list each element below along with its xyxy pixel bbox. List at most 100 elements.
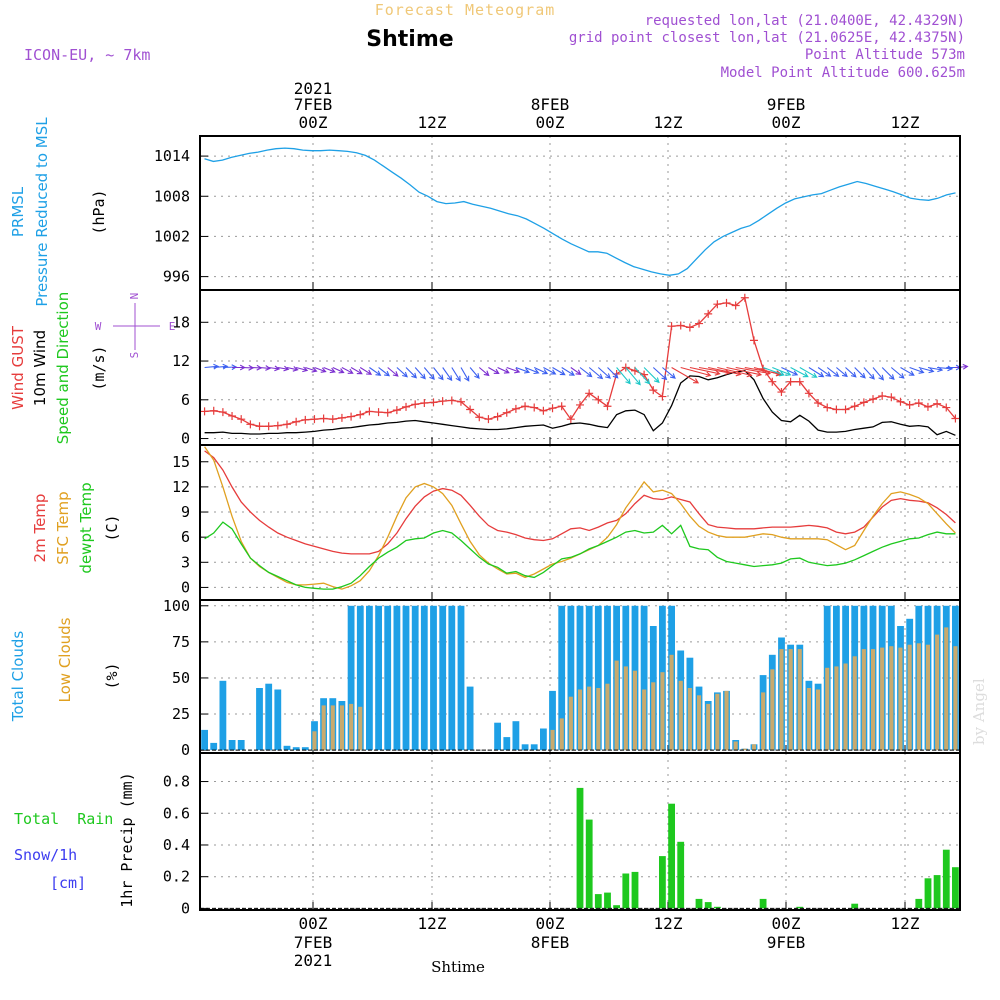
wind-arrow-72 xyxy=(863,367,875,380)
location-title: Shtime xyxy=(366,27,453,52)
ytick-label-2-2: 6 xyxy=(181,391,190,409)
gust-point-68 xyxy=(823,403,832,412)
ytick-label-4-4: 75 xyxy=(172,633,190,651)
wind-arrow-29 xyxy=(469,367,480,379)
panel-3: 0 3 6 9 12 15 xyxy=(172,444,961,601)
model-label: ICON-EU, ~ 7km xyxy=(24,46,150,64)
prmsl-unit: (hPa) xyxy=(90,189,108,234)
wind-arrow-9 xyxy=(286,366,299,372)
wind-arrow-15 xyxy=(341,367,354,374)
bar-low-clouds-68 xyxy=(825,667,830,751)
wind-arrow-35 xyxy=(524,366,540,375)
wind-arrow-70 xyxy=(845,367,857,378)
gust-point-60 xyxy=(749,336,758,345)
wind-arrow-61 xyxy=(762,366,785,377)
prmsl-sub-label: Pressure Reduced to MSL xyxy=(33,117,51,307)
bar-low-clouds-82 xyxy=(953,646,958,751)
gust-point-24 xyxy=(420,399,429,408)
gust-point-69 xyxy=(832,405,841,414)
bar-low-clouds-75 xyxy=(889,646,894,751)
bar-total-clouds-35 xyxy=(521,744,529,751)
bar-total-clouds-27 xyxy=(448,605,456,751)
gust-point-80 xyxy=(933,399,942,408)
gust-point-79 xyxy=(923,402,932,411)
gust-point-43 xyxy=(594,395,603,404)
gust-point-66 xyxy=(804,389,813,398)
wind-arrow-38 xyxy=(552,367,566,376)
gust-point-75 xyxy=(887,393,896,402)
bar-low-clouds-14 xyxy=(330,705,335,751)
bar-total-rain-54 xyxy=(695,898,703,909)
bar-low-clouds-51 xyxy=(669,654,674,751)
gust-point-17 xyxy=(356,410,365,419)
total-rain-label: Total Rain xyxy=(14,810,113,828)
series-line-prmsl xyxy=(204,147,956,276)
series-line-10m-wind xyxy=(204,370,956,436)
bottom-hour-tick-6: 12Z xyxy=(891,914,920,933)
forecast-title: Forecast Meteogram xyxy=(375,1,556,19)
bar-low-clouds-67 xyxy=(816,689,821,751)
wind-arrow-30 xyxy=(478,367,490,377)
gust-point-27 xyxy=(447,396,456,405)
bar-low-clouds-81 xyxy=(944,627,949,751)
bar-total-clouds-41 xyxy=(576,605,584,751)
bar-total-clouds-43 xyxy=(594,605,602,751)
bar-low-clouds-15 xyxy=(339,705,344,751)
bar-total-rain-50 xyxy=(659,856,666,909)
gust-point-56 xyxy=(713,300,722,309)
ytick-label-3-4: 9 xyxy=(181,503,190,521)
wind-arrow-65 xyxy=(799,367,818,378)
wind-arrow-21 xyxy=(396,367,408,378)
series-line-sfc-temp xyxy=(204,446,956,590)
ytick-label-3-5: 12 xyxy=(172,478,190,496)
gust-point-41 xyxy=(576,400,584,409)
temp-dewpt-label: dewpt Temp xyxy=(77,482,95,573)
wind-arrow-34 xyxy=(515,366,531,374)
wind-10m-label: 10m Wind xyxy=(31,330,49,406)
gust-point-39 xyxy=(557,402,566,411)
bar-low-clouds-13 xyxy=(321,705,326,751)
requested-coords: requested lon,lat (21.0400E, 42.4329N) xyxy=(645,13,965,29)
top-hour-tick-3: 00Z xyxy=(536,113,565,132)
gust-point-76 xyxy=(896,397,905,406)
wind-arrow-10 xyxy=(295,366,309,373)
gust-point-10 xyxy=(292,417,301,426)
gust-point-1 xyxy=(209,406,218,415)
gust-point-21 xyxy=(392,406,401,415)
gust-point-65 xyxy=(795,377,804,386)
panel-frame-5 xyxy=(199,752,961,911)
wind-arrow-24 xyxy=(423,367,435,380)
wind-arrow-57 xyxy=(726,366,763,377)
wind-arrow-43 xyxy=(597,367,611,379)
bar-low-clouds-70 xyxy=(843,663,848,751)
wind-arrow-13 xyxy=(323,366,336,374)
wind-arrow-40 xyxy=(570,367,582,375)
panel-4: 0 25 50 75 100 xyxy=(163,597,961,759)
top-date-label-3: 9FEB xyxy=(767,95,806,114)
wind-arrow-62 xyxy=(772,366,792,376)
wind-arrow-48 xyxy=(643,367,660,384)
top-hour-tick-5: 00Z xyxy=(772,113,801,132)
bar-low-clouds-74 xyxy=(880,647,885,751)
bar-total-clouds-11 xyxy=(301,747,309,751)
wind-direction-label: Speed and Direction xyxy=(54,292,72,445)
wind-arrow-52 xyxy=(680,366,712,378)
bar-low-clouds-59 xyxy=(742,748,747,751)
wind-arrow-74 xyxy=(881,367,895,381)
gust-point-9 xyxy=(282,420,291,429)
ytick-label-3-1: 0 xyxy=(181,578,190,596)
bar-low-clouds-61 xyxy=(761,692,766,751)
wind-arrow-73 xyxy=(872,367,885,381)
bar-total-rain-81 xyxy=(942,849,950,909)
bar-total-rain-78 xyxy=(915,898,923,909)
bottom-hour-tick-2: 12Z xyxy=(418,914,447,933)
wind-arrow-12 xyxy=(314,366,327,373)
ytick-label-5-5: 0.8 xyxy=(163,773,190,791)
wind-arrow-47 xyxy=(634,367,651,385)
ytick-label-1-2: 1002 xyxy=(154,227,190,245)
top-hour-tick-1: 00Z xyxy=(299,113,328,132)
bar-total-clouds-7 xyxy=(265,683,273,751)
wind-arrow-22 xyxy=(405,367,418,379)
bar-total-clouds-1 xyxy=(210,742,218,751)
panel-5: 0 0.2 0.4 0.6 0.8 xyxy=(163,752,961,917)
